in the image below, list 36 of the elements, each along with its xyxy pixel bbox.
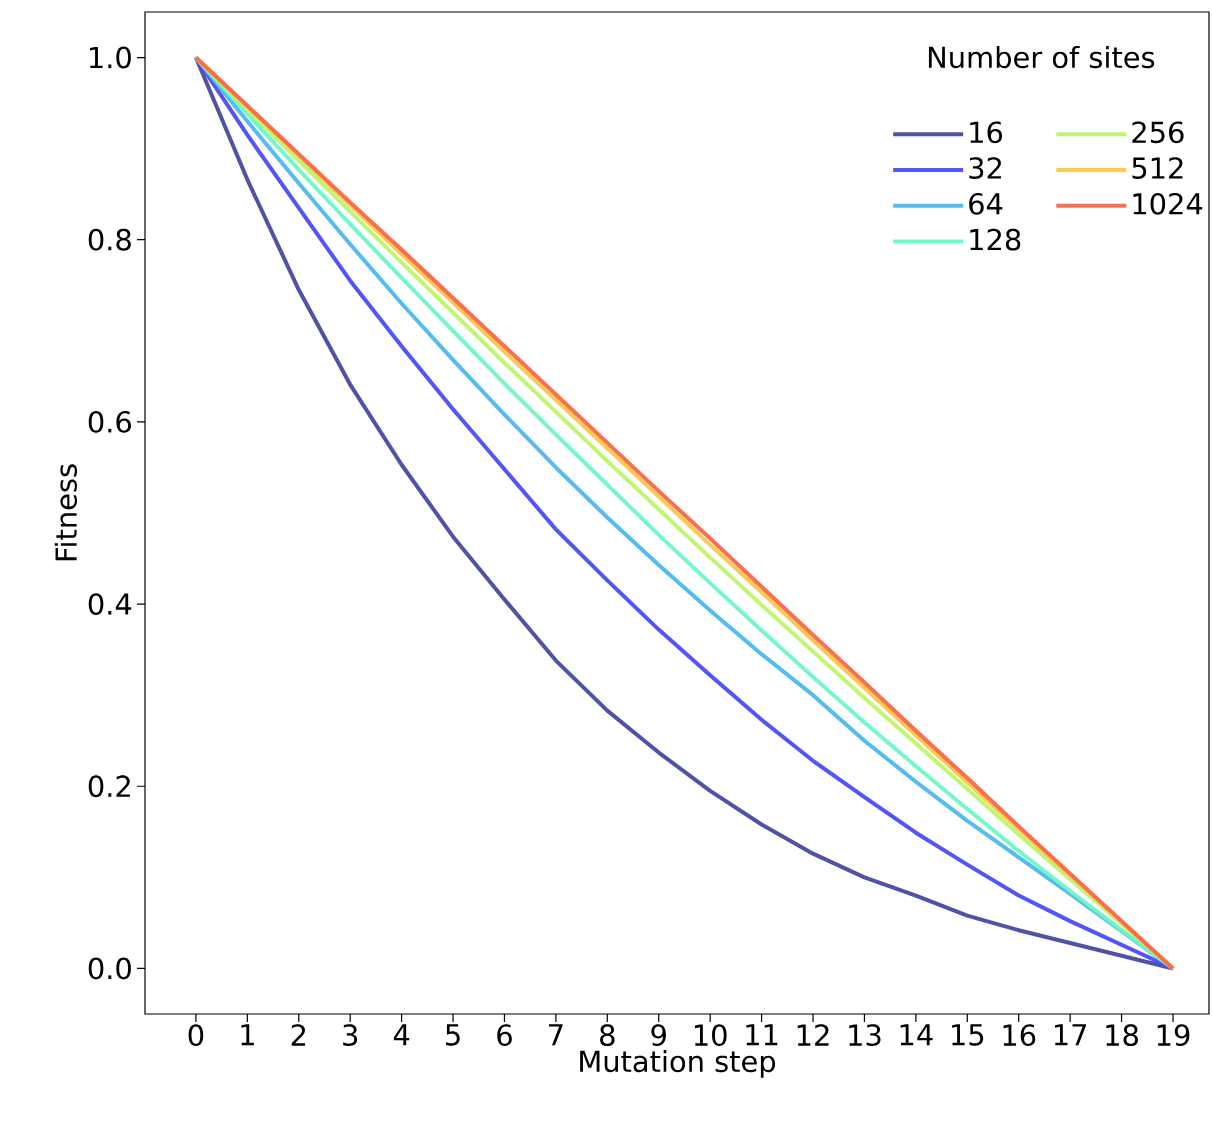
x-tick-label: 5 (446, 1024, 460, 1046)
x-tick-label: 10 (694, 1024, 727, 1047)
legend-label: 32 (969, 157, 1002, 179)
x-tick-label: 4 (393, 1024, 410, 1046)
x-tick-label: 9 (651, 1024, 666, 1047)
y-tick-label: 0.6 (88, 410, 131, 433)
legend-label: 256 (1132, 121, 1184, 144)
y-tick-label: 0.0 (88, 957, 131, 980)
y-axis-title: Fitness (54, 464, 78, 561)
x-tick-label: 8 (600, 1024, 615, 1047)
x-tick-label: 7 (549, 1024, 563, 1046)
x-tick-label: 15 (952, 1024, 984, 1046)
x-tick-label: 18 (1106, 1024, 1138, 1047)
x-tick-label: 1 (241, 1024, 254, 1046)
x-tick-label: 3 (343, 1024, 358, 1047)
y-tick-label: 0.8 (88, 228, 131, 251)
legend-label: 128 (970, 228, 1021, 251)
legend-title: Number of sites (928, 45, 1155, 69)
x-tick-label: 17 (1054, 1024, 1087, 1046)
legend-label: 512 (1132, 157, 1183, 179)
x-tick-label: 6 (497, 1024, 512, 1047)
y-tick-label: 0.4 (88, 593, 132, 616)
legend-label: 16 (970, 121, 1003, 144)
legend-label: 64 (969, 192, 1003, 215)
x-tick-label: 11 (746, 1024, 778, 1046)
x-tick-label: 16 (1003, 1024, 1036, 1047)
y-tick-label: 1.0 (90, 46, 131, 69)
x-tick-label: 12 (797, 1024, 829, 1046)
y-tick-label: 0.2 (88, 775, 130, 798)
x-tick-label: 14 (900, 1024, 933, 1046)
legend-label: 1024 (1133, 192, 1203, 215)
x-axis-title: Mutation step (580, 1049, 776, 1078)
x-tick-label: 0 (188, 1024, 204, 1047)
x-tick-label: 2 (291, 1024, 306, 1046)
x-tick-label: 13 (849, 1024, 881, 1047)
x-tick-label: 19 (1157, 1024, 1190, 1047)
